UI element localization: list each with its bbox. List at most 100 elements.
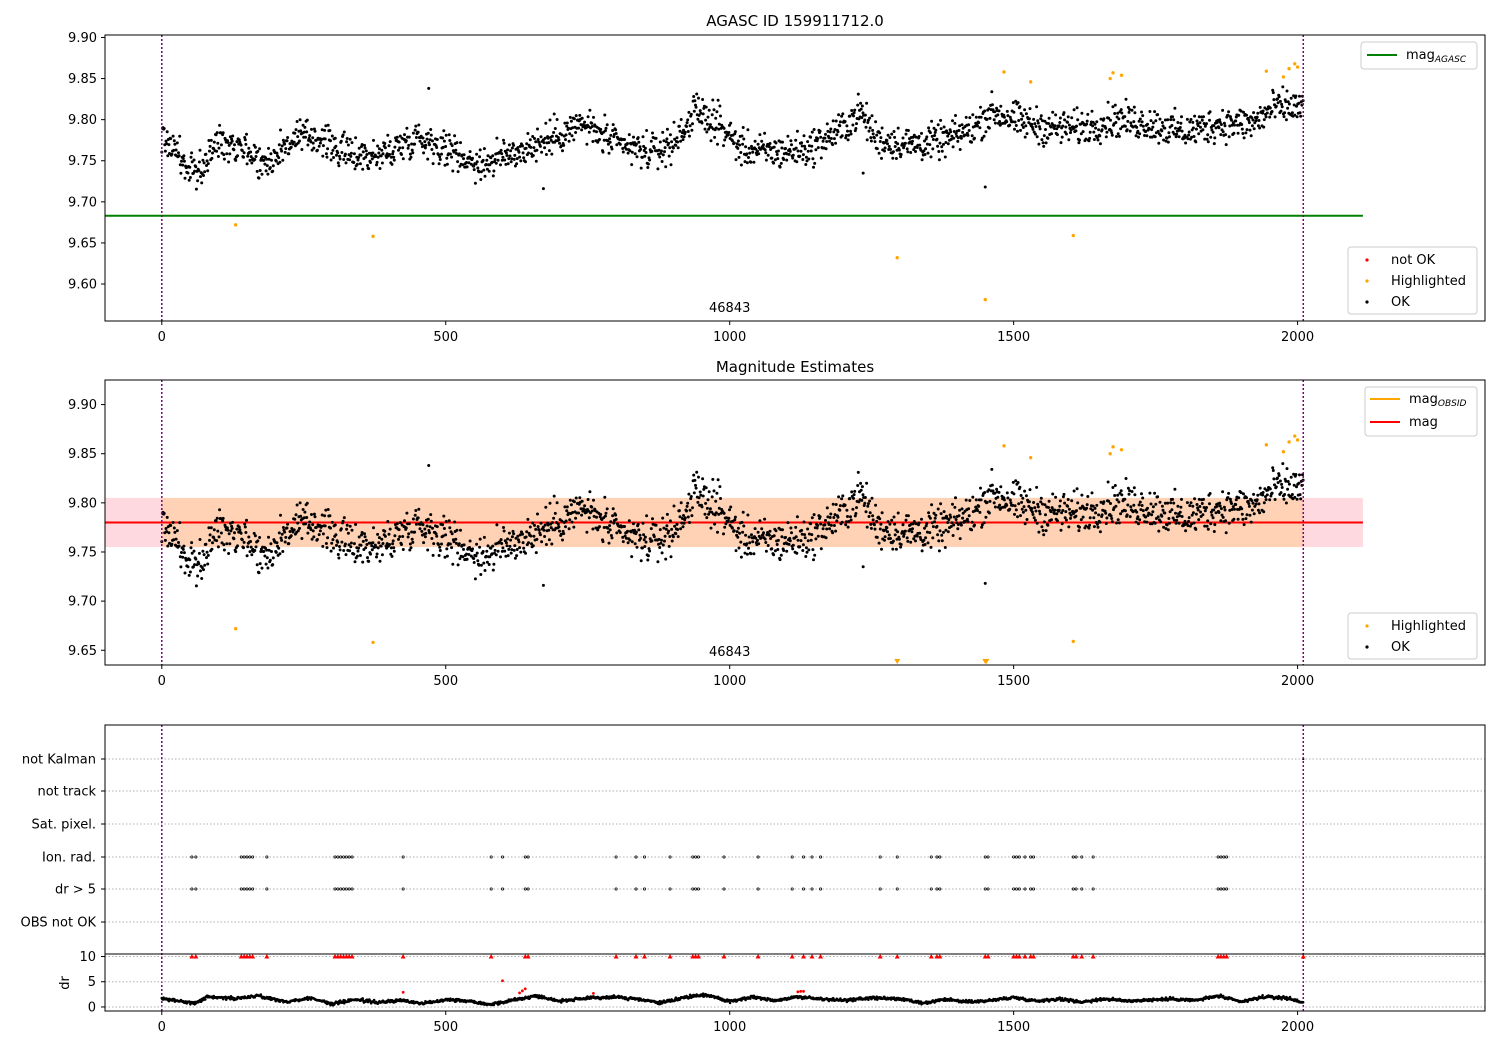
ok-point [1281,462,1285,466]
ok-point [372,138,375,142]
ok-point [1175,132,1179,136]
ok-point [728,508,731,512]
flag-marker [722,855,726,859]
ok-point [934,513,938,517]
ok-point [1223,124,1227,128]
ok-point [1070,116,1074,120]
ok-point [1213,523,1217,527]
ok-point [1039,500,1043,504]
ok-point [812,558,815,562]
ok-point [754,536,758,540]
ok-point [896,530,900,534]
ok-point [379,154,383,158]
ok-point [1023,522,1027,526]
ok-point [454,152,458,155]
ok-point [348,158,352,162]
flag-marker [344,855,348,859]
ok-point [1119,108,1123,112]
ok-point [221,516,225,520]
ok-point [164,139,168,143]
ok-point [491,154,495,158]
ok-point [286,522,290,526]
ok-point [1226,113,1230,117]
ok-point [705,506,709,510]
ok-point [739,163,743,167]
ok-point [1119,127,1123,131]
ok-point [1095,120,1099,124]
ok-point [899,543,903,546]
ok-point [310,148,314,152]
ok-point [477,170,481,174]
ok-point [852,111,856,115]
ok-point [857,500,861,504]
ok-point [287,152,291,156]
ok-point [325,155,329,159]
ok-point [785,158,789,162]
ok-point [1143,134,1146,137]
ok-point [246,154,250,158]
ok-point [703,512,707,516]
ok-point [949,137,953,141]
ok-point [809,538,813,542]
ok-point [295,120,299,123]
ok-point [1166,118,1170,122]
ok-point [531,154,535,157]
ok-point [807,548,811,552]
ok-point [860,104,864,108]
ok-point [730,139,734,143]
ok-point [1201,128,1205,132]
ok-point [346,143,350,147]
ok-point [931,536,935,540]
ok-point [639,559,643,563]
ok-point [552,112,556,116]
ok-point [904,132,908,136]
flag-marker [1012,887,1016,891]
flag-marker [1219,887,1223,891]
ok-point [423,146,427,150]
ok-point [971,113,975,117]
ok-point [607,151,611,155]
flag-marker [501,855,505,859]
ok-point [780,535,784,539]
ok-point [1265,493,1269,497]
ok-point [428,138,432,142]
ok-point [421,523,425,527]
flag-marker [986,855,990,859]
ok-point [587,516,591,520]
ok-point [651,517,654,521]
ok-point [196,574,200,578]
ok-point [697,496,701,500]
ok-point [654,523,658,527]
ok-point [687,492,691,496]
ok-point [829,523,833,527]
ok-point [758,519,762,523]
ok-point [440,152,443,156]
ok-point [267,157,271,161]
ok-point [1025,132,1029,136]
ok-point [188,176,192,179]
ok-point [1049,125,1053,129]
ok-point [1061,495,1065,499]
ok-point [1085,119,1089,123]
ok-point [222,153,226,157]
ok-point [270,550,273,553]
ok-point [324,508,328,512]
ok-point [630,555,634,559]
ok-point [679,118,683,121]
flag-marker [878,855,882,859]
ok-point [265,556,269,560]
ok-point [347,543,351,547]
ok-point [624,536,628,540]
ok-point [1160,514,1164,518]
ok-point [232,148,236,152]
ok-point [199,175,202,179]
ok-point [387,144,391,148]
ok-point [1047,116,1051,120]
ok-point [1173,106,1177,110]
magnitude-xtick-label: 1500 [997,674,1030,689]
ok-point [998,503,1002,507]
ok-point [305,130,309,134]
magnitude-point-legend: Highlighted OK [1347,612,1478,660]
ok-point [645,514,649,518]
